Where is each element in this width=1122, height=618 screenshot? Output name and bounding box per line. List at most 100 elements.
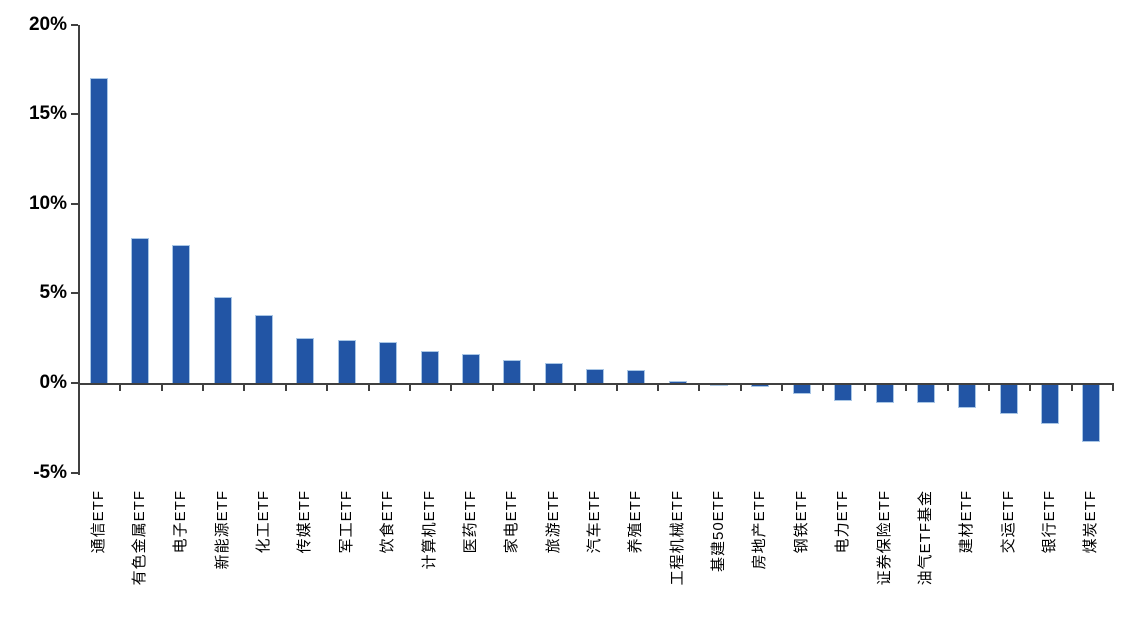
x-category-label-text: 家电ETF <box>503 490 521 554</box>
x-tick <box>698 383 701 391</box>
x-tick <box>408 383 411 391</box>
x-category-label: 工程机械ETF <box>668 490 688 618</box>
x-category-label-text: 银行ETF <box>1040 490 1058 554</box>
x-category-label: 通信ETF <box>89 490 109 618</box>
bar <box>296 338 315 385</box>
x-category-label: 传媒ETF <box>295 490 315 618</box>
x-category-label-text: 通信ETF <box>89 490 107 554</box>
x-category-label-text: 化工ETF <box>255 490 273 554</box>
x-category-label: 煤炭ETF <box>1081 490 1101 618</box>
y-tick <box>71 23 78 26</box>
x-category-label: 医药ETF <box>461 490 481 618</box>
bar <box>1082 383 1101 443</box>
bar <box>172 245 191 385</box>
bar <box>544 363 563 385</box>
x-category-label: 证券保险ETF <box>875 490 895 618</box>
x-category-label-text: 建材ETF <box>958 490 976 554</box>
bar <box>379 341 398 385</box>
bar <box>420 350 439 385</box>
x-tick <box>243 383 246 391</box>
x-category-label: 饮食ETF <box>378 490 398 618</box>
x-category-label: 钢铁ETF <box>792 490 812 618</box>
x-category-label: 养殖ETF <box>626 490 646 618</box>
x-category-label: 汽车ETF <box>585 490 605 618</box>
x-tick <box>657 383 660 391</box>
x-tick <box>615 383 618 391</box>
x-tick <box>905 383 908 391</box>
y-tick <box>71 292 78 295</box>
y-axis-line <box>78 24 80 475</box>
bar <box>1040 383 1059 425</box>
x-tick <box>160 383 163 391</box>
x-tick <box>987 383 990 391</box>
x-tick <box>739 383 742 391</box>
x-category-label: 油气ETF基金 <box>916 490 936 618</box>
x-tick <box>532 383 535 391</box>
bar <box>834 383 853 402</box>
x-category-label: 电子ETF <box>171 490 191 618</box>
x-category-label-text: 旅游ETF <box>544 490 562 554</box>
x-category-label-text: 汽车ETF <box>586 490 603 554</box>
x-category-label-text: 有色金属ETF <box>131 490 149 586</box>
x-tick <box>1029 383 1032 391</box>
x-tick <box>367 383 370 391</box>
x-category-label-text: 工程机械ETF <box>668 490 686 586</box>
x-category-label-text: 新能源ETF <box>213 490 231 570</box>
x-category-label: 计算机ETF <box>420 490 440 618</box>
x-category-label: 房地产ETF <box>750 490 770 618</box>
bar <box>337 339 356 385</box>
x-tick <box>1070 383 1073 391</box>
bar <box>875 383 894 403</box>
y-axis-tick-label: 5% <box>39 282 67 304</box>
bar <box>89 78 108 385</box>
bar <box>916 383 935 403</box>
y-tick <box>71 202 78 205</box>
x-category-label-text: 军工ETF <box>337 490 355 554</box>
y-tick <box>71 471 78 474</box>
x-category-label-text: 基建50ETF <box>710 490 728 573</box>
bar <box>958 383 977 409</box>
x-category-label: 基建50ETF <box>709 490 729 618</box>
x-category-label-text: 养殖ETF <box>627 490 645 554</box>
x-category-label: 交运ETF <box>999 490 1019 618</box>
x-tick <box>450 383 453 391</box>
x-category-label-text: 钢铁ETF <box>792 490 810 554</box>
x-category-label-text: 交运ETF <box>999 490 1017 554</box>
x-category-label-text: 电力ETF <box>834 490 852 554</box>
x-category-label-text: 证券保险ETF <box>875 490 893 586</box>
x-tick <box>491 383 494 391</box>
bar <box>131 237 150 385</box>
x-category-label-text: 传媒ETF <box>296 490 314 554</box>
x-category-label: 有色金属ETF <box>130 490 150 618</box>
x-tick <box>863 383 866 391</box>
x-category-label: 家电ETF <box>502 490 522 618</box>
x-tick <box>822 383 825 391</box>
bar <box>999 383 1018 414</box>
x-category-label: 化工ETF <box>254 490 274 618</box>
x-category-label-text: 饮食ETF <box>379 490 397 554</box>
y-tick <box>71 382 78 384</box>
x-category-label-text: 计算机ETF <box>420 490 438 570</box>
y-axis-tick-label: 20% <box>28 13 67 35</box>
x-axis-line <box>78 383 1114 385</box>
x-tick <box>326 383 329 391</box>
bar <box>503 359 522 385</box>
x-category-label: 军工ETF <box>337 490 357 618</box>
y-tick <box>71 113 78 116</box>
y-axis-tick-label: 0% <box>39 372 67 393</box>
x-tick <box>781 383 784 391</box>
y-axis-tick-label: 10% <box>28 192 67 214</box>
x-category-label-text: 医药ETF <box>461 490 479 554</box>
x-tick <box>1112 383 1114 391</box>
bar <box>213 296 232 385</box>
x-tick <box>284 383 287 391</box>
y-axis-tick-label: 15% <box>28 103 67 125</box>
x-category-label: 旅游ETF <box>544 490 564 618</box>
bar <box>461 354 480 385</box>
x-tick <box>574 383 577 391</box>
x-category-label: 银行ETF <box>1040 490 1060 618</box>
x-category-label: 建材ETF <box>957 490 977 618</box>
x-category-label: 新能源ETF <box>213 490 233 618</box>
x-category-label-text: 电子ETF <box>172 490 190 554</box>
